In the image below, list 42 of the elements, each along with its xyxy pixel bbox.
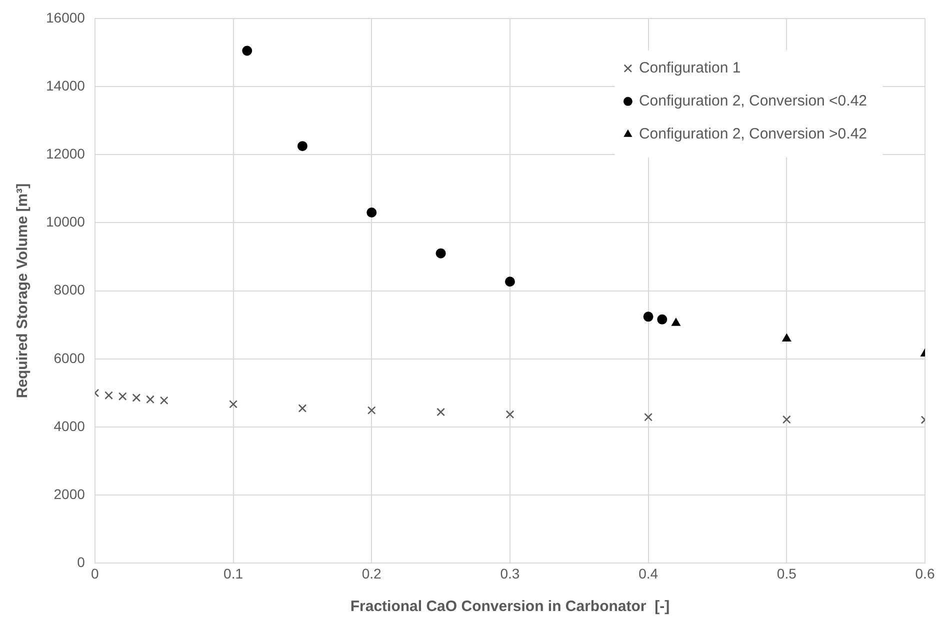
x-tick-label: 0.5 (776, 565, 797, 582)
legend-label: Configuration 2, Conversion >0.42 (638, 126, 867, 143)
point (782, 334, 792, 342)
point (782, 415, 791, 424)
y-tick-label: 12000 (46, 145, 86, 162)
x-tick-label: 0.1 (224, 565, 244, 582)
legend-label: Configuration 1 (638, 60, 741, 77)
point (366, 207, 377, 218)
y-axis-title: Required Storage Volume [m³] (14, 183, 32, 398)
point (104, 391, 113, 400)
y-tick-label: 2000 (54, 486, 86, 502)
x-tick-label: 0.3 (500, 565, 520, 582)
point (132, 394, 141, 402)
point (118, 392, 127, 401)
point (644, 412, 652, 422)
point (367, 406, 376, 414)
point (146, 395, 154, 404)
point (436, 248, 446, 258)
legend-label: Configuration 2, Conversion <0.42 (638, 92, 867, 110)
point (506, 410, 514, 419)
point (672, 318, 680, 326)
y-tick-label: 0 (77, 554, 86, 570)
y-tick-label: 6000 (54, 350, 86, 366)
point (436, 408, 445, 416)
point (504, 276, 515, 287)
point (242, 46, 252, 56)
point (229, 400, 238, 408)
point (643, 312, 654, 322)
y-tick-label: 10000 (46, 214, 86, 230)
x-tick-label: 0.6 (915, 565, 935, 582)
x-tick-label: 0.4 (638, 565, 658, 582)
point (657, 314, 668, 324)
y-tick-label: 14000 (46, 77, 86, 94)
x-axis-title: Fractional CaO Conversion in Carbonator [-] (350, 598, 670, 616)
point (297, 141, 308, 152)
point (298, 404, 307, 412)
y-tick-label: 4000 (54, 418, 86, 434)
x-tick-label: 0 (91, 565, 100, 582)
y-tick-label: 8000 (54, 282, 86, 298)
point (160, 396, 168, 405)
y-tick-label: 16000 (46, 9, 86, 26)
x-tick-label: 0.2 (362, 565, 382, 582)
